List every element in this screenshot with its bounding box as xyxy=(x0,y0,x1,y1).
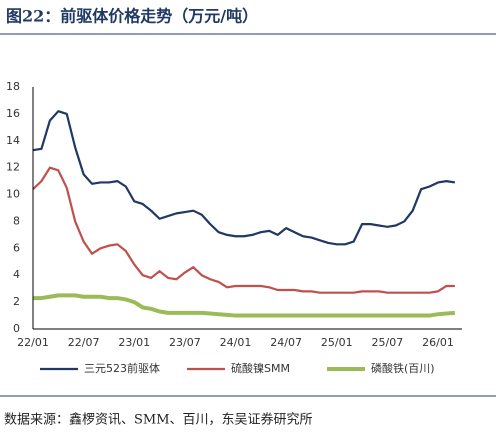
legend-label: 三元523前驱体 xyxy=(84,361,160,375)
legend-label: 硫酸镍SMM xyxy=(231,361,290,375)
y-tick-label: 0 xyxy=(13,322,20,335)
series-line xyxy=(33,293,456,318)
y-tick-label: 12 xyxy=(6,161,20,174)
y-tick-label: 2 xyxy=(13,295,20,308)
legend-label: 磷酸铁(百川) xyxy=(371,361,435,375)
x-tick-label: 23/01 xyxy=(118,336,150,349)
x-tick-label: 25/07 xyxy=(372,336,404,349)
x-tick-label: 22/07 xyxy=(68,336,100,349)
x-tick-label: 23/07 xyxy=(169,336,201,349)
series-line xyxy=(32,110,456,246)
y-tick-label: 16 xyxy=(6,107,20,120)
y-tick-label: 14 xyxy=(6,134,20,147)
y-tick-label: 10 xyxy=(6,188,20,201)
x-tick-label: 24/01 xyxy=(220,336,252,349)
chart-title: 图22：前驱体价格走势（万元/吨） xyxy=(6,7,258,26)
y-tick-label: 6 xyxy=(13,241,20,254)
y-tick-label: 18 xyxy=(6,80,20,93)
y-tick-label: 4 xyxy=(13,268,20,281)
source-note: 数据来源：鑫椤资讯、SMM、百川，东吴证券研究所 xyxy=(4,412,313,428)
x-tick-label: 26/01 xyxy=(422,336,454,349)
x-tick-label: 25/01 xyxy=(321,336,353,349)
series-line xyxy=(32,166,455,294)
x-tick-label: 22/01 xyxy=(17,336,49,349)
y-tick-label: 8 xyxy=(13,214,20,227)
x-tick-label: 24/07 xyxy=(270,336,302,349)
